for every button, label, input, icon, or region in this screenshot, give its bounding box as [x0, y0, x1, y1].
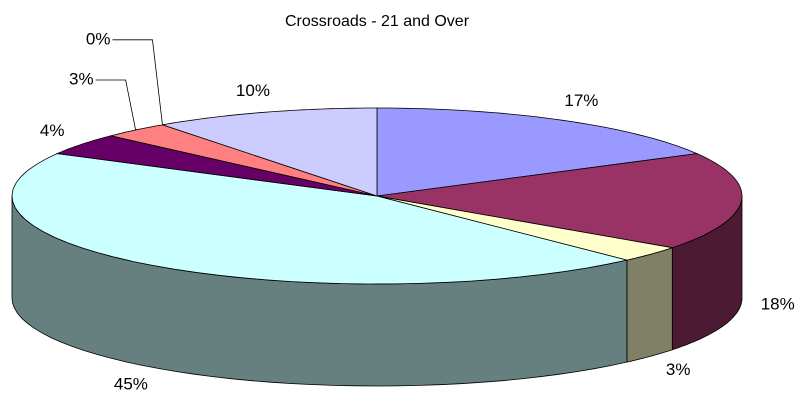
- slice: [376, 195, 674, 261]
- data-label: 18%: [761, 294, 795, 313]
- slice: [11, 153, 627, 285]
- slice: [376, 107, 699, 197]
- slice: [162, 107, 378, 197]
- slice: [55, 135, 378, 197]
- slice: [110, 124, 378, 197]
- leader-line: [95, 79, 137, 131]
- chart-title: Crossroads - 21 and Over: [285, 13, 470, 30]
- data-label: 17%: [564, 91, 598, 110]
- data-label: 45%: [114, 374, 148, 393]
- data-label: 10%: [236, 81, 270, 100]
- data-label: 3%: [69, 69, 94, 88]
- slice: [376, 153, 743, 249]
- data-label: 4%: [40, 121, 65, 140]
- data-label: 0%: [86, 29, 111, 48]
- slice-side: [626, 247, 673, 363]
- data-label: 3%: [666, 360, 691, 379]
- leader-line: [112, 39, 163, 125]
